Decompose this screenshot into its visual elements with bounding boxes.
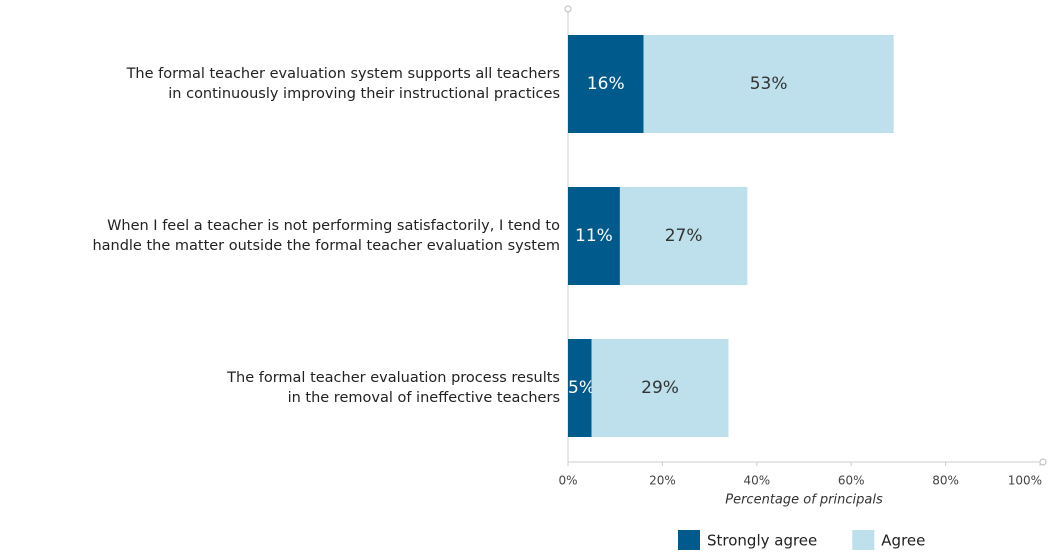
x-tick-label: 60% bbox=[838, 474, 865, 488]
bar-segment bbox=[619, 187, 748, 285]
bar-segment bbox=[643, 35, 894, 133]
x-tick-label: 0% bbox=[558, 474, 577, 488]
x-tick-label: 40% bbox=[743, 474, 770, 488]
data-label: 29% bbox=[641, 378, 679, 398]
legend-label: Strongly agree bbox=[707, 532, 817, 550]
x-tick-label: 100% bbox=[1008, 474, 1042, 488]
data-label: 53% bbox=[750, 74, 788, 94]
bar-segment bbox=[568, 35, 644, 133]
data-label: 5% bbox=[568, 378, 595, 398]
legend-swatch bbox=[678, 530, 700, 550]
x-tick-label: 20% bbox=[649, 474, 676, 488]
category-label: The formal teacher evaluation system sup… bbox=[126, 66, 560, 102]
bar-segment bbox=[591, 339, 729, 437]
data-label: 27% bbox=[665, 226, 703, 246]
data-label: 16% bbox=[587, 74, 625, 94]
legend-swatch bbox=[852, 530, 875, 550]
x-tick-label: 80% bbox=[932, 474, 959, 488]
legend-label: Agree bbox=[881, 532, 925, 550]
bar-segment bbox=[568, 187, 620, 285]
axis-end bbox=[1039, 458, 1047, 466]
category-label: When I feel a teacher is not performing … bbox=[92, 218, 560, 254]
data-label: 11% bbox=[575, 226, 613, 246]
category-label: The formal teacher evaluation process re… bbox=[227, 370, 560, 406]
bar-segment bbox=[568, 339, 592, 437]
axis-end bbox=[564, 5, 572, 13]
x-axis-title: Percentage of principals bbox=[725, 493, 883, 508]
